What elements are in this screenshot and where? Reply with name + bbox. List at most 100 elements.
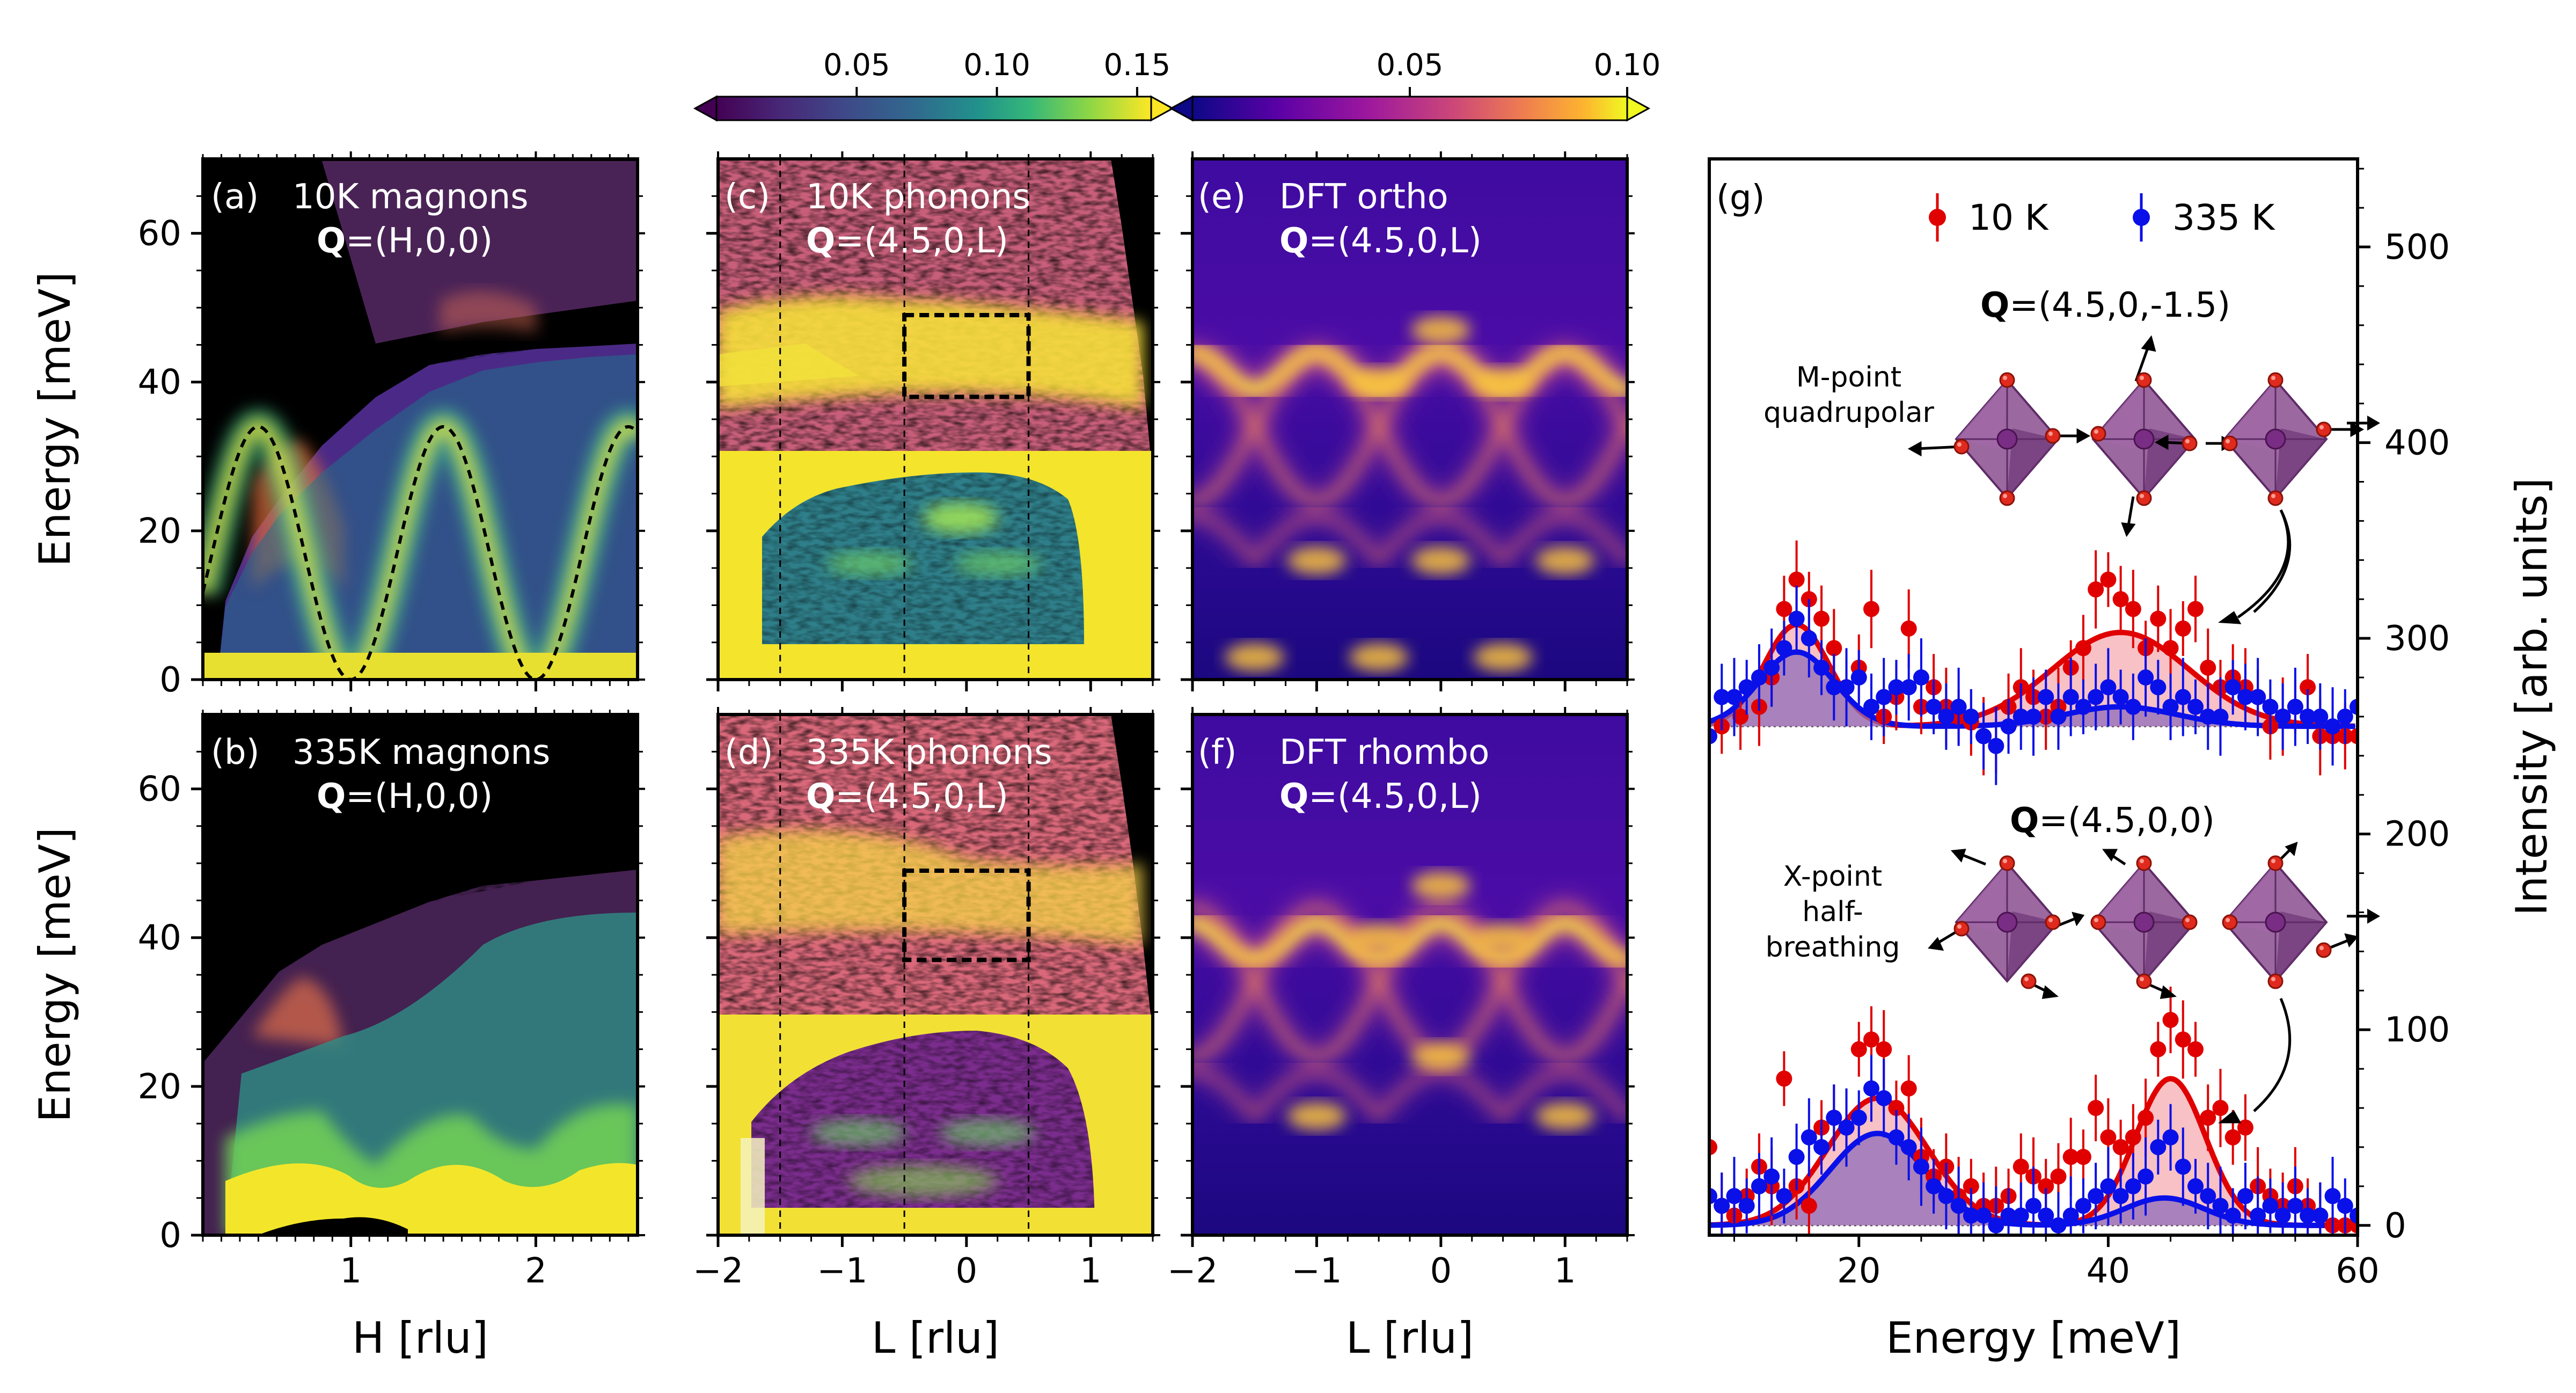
panel-g-point — [2212, 1198, 2229, 1214]
panel-g-point — [1751, 669, 1767, 686]
structure-x-point — [1928, 842, 2359, 1124]
panel-g-point — [2088, 581, 2104, 597]
panel-g-point — [2262, 698, 2279, 715]
panel-g-point — [2162, 698, 2179, 715]
panel-g-point — [1913, 669, 1929, 686]
panel-g-point — [1863, 1080, 1879, 1097]
panel-g-point — [2150, 679, 2167, 696]
panel-g-point — [1876, 689, 1892, 705]
panel-g-point — [1709, 1188, 1717, 1205]
panel-g-point — [1850, 669, 1867, 686]
panel-g-point — [2250, 1207, 2266, 1224]
panel-g-point — [1732, 708, 1749, 725]
colorbar-viridis-bar — [715, 96, 1152, 121]
panel-g-point — [1801, 1129, 1817, 1146]
panel-a-heatmap — [203, 159, 638, 680]
panel-d-tag: (d) — [724, 733, 773, 772]
panel-g-upper-q: Q=(4.5,0,-1.5) — [1980, 286, 2230, 325]
panel-b-axis: 0 20 40 60 1 2 — [138, 707, 645, 1291]
panel-g-ytick-label: 200 — [2384, 815, 2450, 855]
panel-e-band-spot — [1473, 368, 1533, 396]
panel-g-point — [2187, 1178, 2204, 1194]
panel-g-point — [2100, 679, 2117, 696]
panel-g-point — [2050, 708, 2067, 725]
panel-g-point — [2125, 1129, 2141, 1146]
panel-g-point — [2100, 1129, 2117, 1146]
panel-g-xtick-label: 20 — [1837, 1251, 1880, 1291]
panel-g-point — [1813, 659, 1830, 676]
panel-g-point — [1788, 1149, 1805, 1165]
panel-g-point — [2337, 708, 2353, 725]
panel-g-point — [2200, 708, 2216, 725]
colorbar-viridis-under — [693, 95, 718, 122]
panel-g-point — [2274, 1207, 2291, 1224]
panel-a-title: 10K magnons — [292, 177, 529, 217]
panel-g-ytick-label: 100 — [2384, 1010, 2450, 1050]
panel-d-heatmap — [718, 714, 1153, 1235]
fit-335-K-lower-fill — [1709, 1133, 2358, 1226]
panel-e-axis — [1181, 151, 1635, 691]
colorbar-plasma-tick-label: 0.05 — [1377, 48, 1444, 83]
panel-g-point — [2012, 708, 2029, 725]
panel-g-point — [2274, 708, 2291, 725]
panel-g-point — [1776, 1188, 1792, 1205]
panel-a: 0 20 40 60 (a) 10K magnons Q=(H,0,0) — [138, 151, 645, 700]
fit-10-K-upper-curve — [1709, 622, 2355, 729]
colorbar-plasma-bar — [1191, 96, 1628, 121]
panel-f-band-spot — [1411, 871, 1470, 900]
panel-g-point — [1988, 1217, 2004, 1234]
panel-g-point — [1900, 679, 1917, 696]
panel-g-lower-q: Q=(4.5,0,0) — [2010, 801, 2215, 841]
panel-a-tag: (a) — [211, 177, 259, 217]
panel-g-point — [1714, 689, 1730, 705]
panel-g-point — [1926, 1178, 1942, 1194]
panel-g-point — [1763, 1168, 1780, 1185]
panel-g-xtick-label: 40 — [2087, 1251, 2130, 1291]
panel-g-point — [2112, 591, 2129, 608]
panel-e-band-spot — [1349, 643, 1409, 672]
panel-g-point — [2125, 601, 2141, 617]
panel-g-point — [1826, 1110, 1842, 1126]
panel-g-point — [2350, 728, 2358, 745]
panel-g-point — [2175, 620, 2191, 637]
panel-e-band-spot — [1411, 546, 1470, 575]
panel-g-point — [1888, 679, 1905, 696]
panel-g-point — [1850, 1110, 1867, 1126]
panel-g-point — [2187, 601, 2204, 617]
panel-a-q: Q=(H,0,0) — [317, 221, 493, 261]
upper-mode-line2: quadrupolar — [1763, 397, 1934, 429]
panel-g-point — [1763, 659, 1780, 676]
panel-b-ytick-label: 0 — [159, 1216, 181, 1256]
panel-g-point — [1813, 1139, 1830, 1155]
panel-g-point — [1776, 640, 1792, 657]
xlabel-energy: Energy [meV] — [1886, 1313, 2181, 1363]
panel-g-point — [2062, 689, 2079, 705]
panel-b-xtick-label: 2 — [525, 1251, 547, 1291]
panel-g-point — [2312, 708, 2329, 725]
panel-g-point — [2300, 708, 2316, 725]
panel-e-band-arc2 — [1192, 349, 1627, 505]
panel-g-point — [1709, 728, 1717, 745]
panel-g-point — [2237, 1188, 2253, 1205]
lower-mode-line3: breathing — [1766, 931, 1900, 964]
panel-g-point — [2162, 1129, 2179, 1146]
panel-g-point — [2200, 1110, 2216, 1126]
panel-g-ytick-label: 500 — [2384, 228, 2450, 267]
panel-f-band-spot — [1535, 1102, 1595, 1131]
panel-f-band-low — [1192, 1069, 1627, 1118]
panel-d-q: Q=(4.5,0,L) — [806, 777, 1008, 816]
panel-e-bands — [1192, 316, 1627, 672]
panel-f-bands — [1192, 871, 1627, 1131]
panel-f-band-top — [1192, 915, 1627, 968]
panel-g-point — [1863, 601, 1879, 617]
panel-f-band-spot — [1473, 923, 1533, 952]
panel-e-q: Q=(4.5,0,L) — [1279, 221, 1482, 261]
panel-g-point — [2212, 708, 2229, 725]
panel-f-band-spot — [1349, 923, 1409, 952]
panel-f-heatmap — [1192, 714, 1627, 1235]
panel-g-point — [2187, 1041, 2204, 1057]
panel-g-point — [1838, 679, 1855, 696]
panel-f-xtick-label: −1 — [1291, 1251, 1342, 1291]
panel-g-point — [1863, 1031, 1879, 1048]
panel-d-guides — [779, 714, 1031, 1235]
